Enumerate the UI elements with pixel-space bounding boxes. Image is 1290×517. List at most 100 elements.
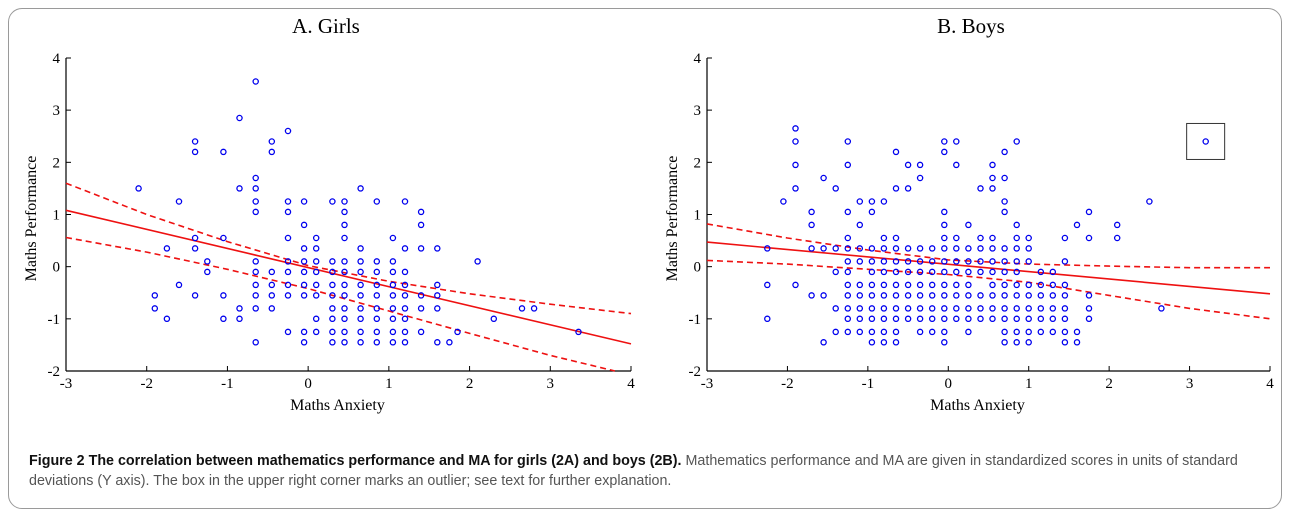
data-point bbox=[389, 281, 397, 289]
data-point bbox=[892, 315, 900, 323]
data-point bbox=[977, 185, 984, 192]
data-point bbox=[341, 221, 348, 229]
x-tick-label: 2 bbox=[1105, 376, 1113, 392]
data-point bbox=[792, 138, 799, 145]
data-point bbox=[1013, 339, 1020, 346]
data-point bbox=[1073, 339, 1081, 346]
data-point bbox=[965, 258, 972, 265]
data-point bbox=[252, 174, 259, 182]
data-point bbox=[1001, 198, 1008, 205]
data-point bbox=[1001, 268, 1008, 276]
data-point bbox=[844, 315, 852, 323]
data-point bbox=[989, 258, 996, 265]
x-tick-label: 4 bbox=[627, 376, 635, 392]
data-point bbox=[357, 339, 364, 346]
data-point bbox=[832, 268, 839, 276]
y-tick-label: -1 bbox=[689, 312, 702, 328]
data-point bbox=[953, 268, 960, 276]
data-point bbox=[941, 138, 948, 145]
data-point bbox=[401, 198, 409, 205]
data-point bbox=[880, 328, 888, 336]
data-point bbox=[989, 315, 996, 323]
data-point bbox=[868, 292, 876, 299]
data-point bbox=[904, 315, 912, 323]
data-point bbox=[135, 185, 142, 192]
data-point bbox=[1113, 221, 1121, 229]
data-point bbox=[300, 268, 308, 276]
data-point bbox=[1085, 234, 1093, 242]
data-point bbox=[965, 328, 972, 336]
data-point bbox=[329, 328, 336, 336]
data-point bbox=[401, 339, 409, 346]
data-point bbox=[928, 258, 936, 265]
data-point bbox=[1013, 234, 1020, 242]
data-point bbox=[904, 281, 912, 289]
data-point bbox=[1061, 328, 1069, 336]
x-tick-label: 1 bbox=[385, 376, 393, 392]
y-axis-title: Maths Performance bbox=[664, 156, 681, 282]
data-point bbox=[868, 339, 876, 346]
data-point bbox=[1013, 281, 1020, 289]
data-point bbox=[341, 281, 348, 289]
data-point bbox=[417, 305, 425, 312]
data-point bbox=[191, 245, 199, 252]
data-point bbox=[892, 245, 900, 252]
data-point bbox=[1061, 281, 1069, 289]
data-point bbox=[856, 292, 864, 299]
data-point bbox=[1001, 174, 1008, 182]
data-point bbox=[1061, 292, 1069, 299]
data-point bbox=[1013, 292, 1020, 299]
data-point bbox=[1146, 198, 1153, 205]
data-point bbox=[892, 281, 900, 289]
data-point bbox=[175, 281, 183, 289]
data-point bbox=[252, 305, 259, 312]
data-point bbox=[329, 281, 336, 289]
data-point bbox=[373, 268, 381, 276]
data-point bbox=[856, 305, 864, 312]
data-point bbox=[236, 185, 243, 192]
y-tick-label: 2 bbox=[694, 155, 702, 171]
regression-line bbox=[65, 209, 632, 345]
x-axis-title: Maths Anxiety bbox=[930, 397, 1025, 414]
x-tick-label: -1 bbox=[862, 376, 875, 392]
data-point bbox=[312, 292, 320, 299]
data-point bbox=[941, 245, 948, 252]
data-point bbox=[880, 268, 888, 276]
data-point bbox=[191, 292, 199, 299]
data-point bbox=[530, 305, 538, 312]
y-tick-label: 0 bbox=[694, 260, 702, 276]
data-point bbox=[1037, 315, 1045, 323]
data-point bbox=[965, 245, 972, 252]
data-point bbox=[1049, 328, 1057, 336]
data-point bbox=[252, 258, 259, 265]
data-point bbox=[916, 292, 924, 299]
data-point bbox=[868, 198, 876, 205]
data-point bbox=[191, 138, 199, 145]
data-point bbox=[300, 198, 308, 205]
data-point bbox=[268, 292, 276, 299]
data-point bbox=[1073, 221, 1081, 229]
data-point bbox=[1013, 268, 1020, 276]
ci-upper-line bbox=[706, 223, 1270, 269]
data-point bbox=[1013, 315, 1020, 323]
data-point bbox=[1013, 245, 1020, 252]
chart-title: A. Girls bbox=[292, 14, 360, 38]
data-point bbox=[892, 328, 900, 336]
data-point bbox=[868, 208, 876, 216]
data-point bbox=[941, 315, 948, 323]
data-point bbox=[941, 268, 948, 276]
data-point bbox=[341, 292, 348, 299]
data-point bbox=[284, 234, 292, 242]
data-point bbox=[953, 305, 960, 312]
data-point bbox=[312, 328, 320, 336]
data-point bbox=[1025, 292, 1032, 299]
data-point bbox=[844, 305, 852, 312]
data-point bbox=[252, 78, 259, 85]
data-point bbox=[373, 198, 381, 205]
data-point bbox=[373, 281, 381, 289]
data-point bbox=[844, 208, 852, 216]
data-point bbox=[1025, 245, 1032, 252]
data-point bbox=[220, 148, 227, 156]
data-point bbox=[163, 315, 171, 323]
